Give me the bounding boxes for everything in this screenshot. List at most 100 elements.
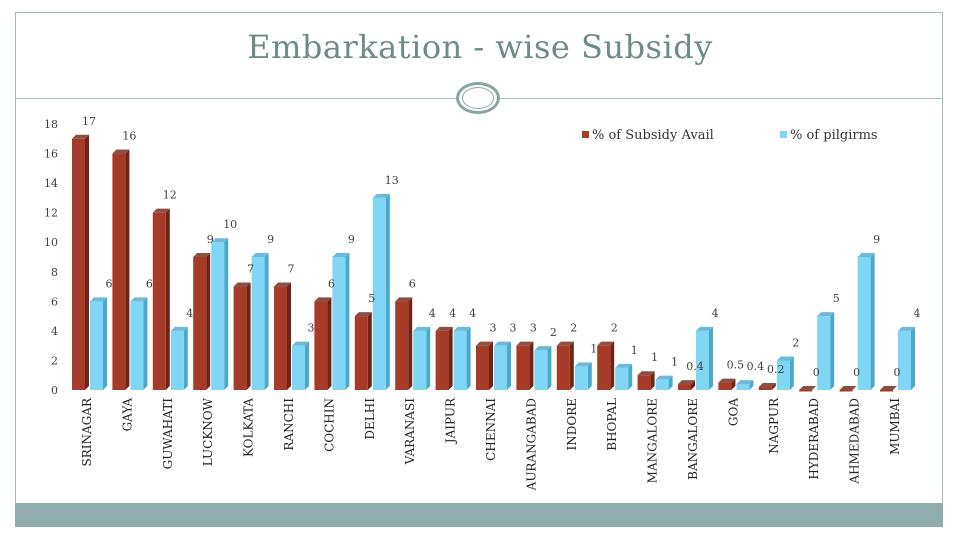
y-tick-label: 14 (44, 177, 58, 190)
x-category-label: GAYA (120, 398, 134, 432)
pilgrims-bar (130, 301, 144, 390)
subsidy-bar (435, 330, 449, 390)
subsidy-bar-top (112, 149, 130, 154)
pilgrims-data-label: 4 (429, 307, 436, 320)
x-category-label: HYDERABAD (807, 398, 821, 480)
subsidy-data-label: 1 (651, 351, 658, 364)
pilgrims-data-label: 9 (873, 233, 880, 246)
pilgrims-data-label: 1 (590, 342, 597, 355)
pilgrims-data-label: 4 (914, 307, 921, 320)
subsidy-data-label: 3 (530, 322, 537, 335)
subsidy-bar (880, 390, 893, 392)
x-category-label: DELHI (363, 398, 377, 440)
subsidy-bar (314, 301, 328, 390)
pilgrims-data-label: 4 (469, 307, 476, 320)
pilgrims-bar-side (143, 297, 148, 390)
subsidy-bar-side (529, 341, 534, 390)
x-category-label: INDORE (565, 398, 579, 451)
subsidy-data-label: 16 (122, 130, 136, 143)
x-category-label: AURANGABAD (524, 398, 538, 491)
pilgrims-data-label: 9 (267, 233, 274, 246)
subsidy-bar-top (274, 282, 291, 287)
pilgrims-bar (413, 330, 427, 390)
subsidy-data-label: 7 (247, 263, 254, 276)
pilgrims-bar-top (655, 375, 673, 380)
pilgrims-bar-top (130, 297, 148, 302)
pilgrims-bar (453, 330, 467, 390)
subsidy-data-label: 6 (409, 277, 416, 290)
subsidy-bar-top (233, 282, 251, 287)
subsidy-data-label: 0 (894, 366, 901, 379)
pilgrims-bar-side (749, 380, 754, 390)
pilgrims-bar-top (453, 326, 471, 331)
pilgrims-data-label: 1 (671, 356, 678, 369)
pilgrims-bar-top (736, 380, 754, 385)
subsidy-bar-side (125, 149, 130, 390)
x-category-label: COCHIN (322, 398, 336, 452)
subsidy-data-label: 2 (611, 322, 618, 335)
subsidy-data-label: 0.5 (727, 359, 745, 372)
pilgrims-bar-top (776, 356, 794, 361)
pilgrims-data-label: 2 (550, 326, 557, 339)
subsidy-bar-side (287, 282, 291, 390)
pilgrims-bar (817, 316, 831, 390)
x-category-label: BHOPAL (605, 398, 619, 451)
subsidy-bar (556, 345, 570, 390)
pilgrims-data-label: 6 (146, 277, 153, 290)
footer-bar (15, 503, 943, 527)
pilgrims-bar (170, 330, 184, 390)
subsidy-bar-top (556, 341, 574, 346)
x-category-label: RANCHI (282, 398, 296, 451)
legend-pilgrims-swatch (780, 131, 787, 138)
subsidy-bar (516, 345, 530, 390)
x-category-label: VARANASI (403, 398, 417, 466)
subsidy-bar-side (408, 297, 413, 390)
pilgrims-bar-side (224, 238, 229, 390)
page-title: Embarkation - wise Subsidy (247, 28, 713, 66)
pilgrims-bar (292, 345, 305, 390)
subsidy-bar-top (597, 341, 615, 346)
subsidy-bar-side (569, 341, 574, 390)
subsidy-bar-top (678, 380, 695, 385)
pilgrims-bar (251, 257, 265, 390)
subsidy-bar (839, 390, 853, 392)
x-category-label: MANGALORE (646, 398, 660, 483)
pilgrims-data-label: 2 (792, 336, 799, 349)
x-category-label: SRINAGAR (80, 397, 94, 466)
x-category-label: JAIPUR (444, 397, 458, 445)
subsidy-data-label: 4 (449, 307, 456, 320)
subsidy-bar-side (448, 326, 453, 390)
subsidy-data-label: 0 (813, 366, 820, 379)
x-category-label: CHENNAI (484, 398, 498, 461)
x-category-label: NAGPUR (767, 397, 781, 454)
pilgrims-data-label: 4 (712, 307, 719, 320)
subsidy-bar-side (85, 134, 89, 390)
pilgrims-bar-side (183, 326, 188, 390)
subsidy-bar-top (193, 253, 211, 257)
pilgrims-bar-side (385, 193, 390, 390)
subsidy-bar (72, 138, 85, 390)
subsidy-data-label: 3 (490, 322, 497, 335)
pilgrims-bar-top (211, 238, 229, 243)
pilgrims-data-label: 9 (348, 233, 355, 246)
pilgrims-bar (332, 257, 346, 390)
subsidy-bar-top (476, 341, 493, 346)
pilgrims-bar-side (789, 356, 794, 390)
subsidy-bar (395, 301, 409, 390)
subsidy-bar-top (395, 297, 413, 302)
subsidy-bar (193, 257, 207, 390)
pilgrims-bar-top (817, 312, 835, 317)
pilgrims-bar-top (413, 326, 431, 331)
subsidy-bar-top (354, 312, 372, 317)
subsidy-bar-side (165, 208, 170, 390)
subsidy-data-label: 0 (853, 366, 860, 379)
pilgrims-bar-top (332, 253, 350, 257)
pilgrims-bar (898, 330, 911, 390)
subsidy-data-label: 5 (368, 292, 375, 305)
pilgrims-data-label: 3 (510, 322, 517, 335)
subsidy-bar-top (718, 378, 736, 383)
subsidy-data-label: 2 (570, 322, 577, 335)
pilgrims-bar-side (911, 326, 915, 390)
subsidy-bar-side (327, 297, 332, 390)
pilgrims-bar-side (628, 363, 633, 390)
